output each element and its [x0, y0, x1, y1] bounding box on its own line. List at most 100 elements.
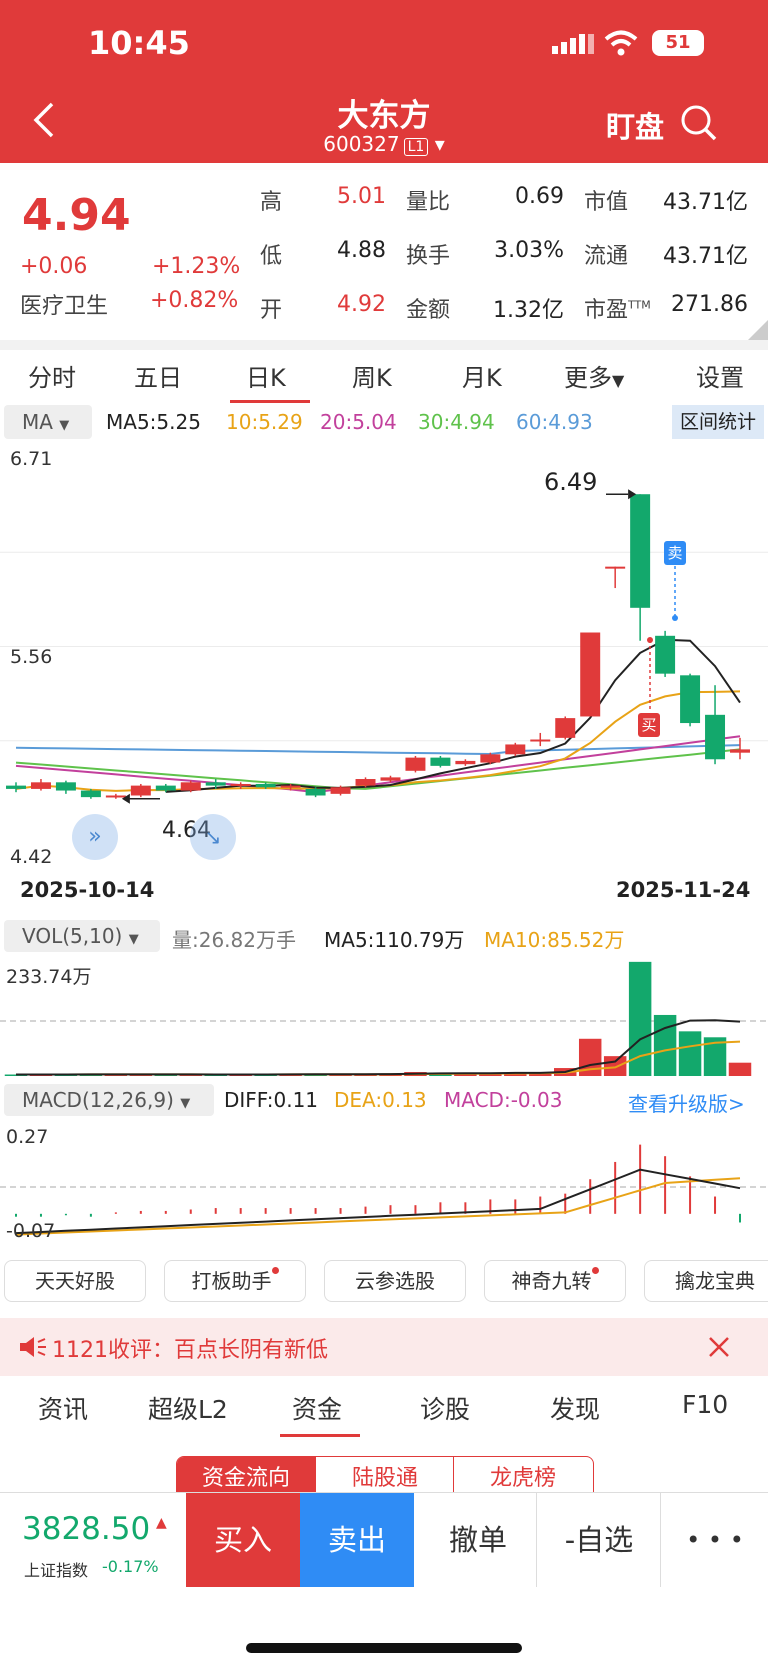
scroll-left-button[interactable]: » — [72, 814, 118, 860]
tool-cloud-picker[interactable]: 云参选股 — [324, 1260, 466, 1302]
vol-ma5: MA5:110.79万 — [324, 928, 465, 952]
volume-bar — [603, 1056, 627, 1076]
ma-selector[interactable]: MA ▼ — [4, 405, 92, 439]
macd-top-label: 0.27 — [6, 1126, 49, 1148]
kline-chart[interactable] — [0, 440, 768, 870]
tool-nine-turn[interactable]: 神奇九转 — [484, 1260, 626, 1302]
caret-down-icon: ▼ — [128, 932, 139, 947]
level-badge: L1 — [403, 138, 429, 156]
macd-diff: DIFF:0.11 — [224, 1088, 319, 1112]
candle-body — [30, 782, 51, 789]
chevron-down-icon: ▾ — [434, 132, 445, 156]
subtab-fund-flow[interactable]: 资金流向 — [177, 1457, 315, 1493]
tool-nine-turn-label: 神奇九转 — [511, 1269, 592, 1293]
volume-bar — [628, 961, 652, 1076]
upgrade-link[interactable]: 查看升级版> — [628, 1092, 745, 1116]
volume-chart[interactable] — [0, 958, 768, 1082]
zoom-button[interactable]: ↘ — [190, 814, 236, 860]
stock-code[interactable]: 600327 L1 ▾ — [0, 132, 768, 156]
candle-body — [530, 739, 551, 742]
red-dot-badge — [271, 1267, 279, 1274]
sector-name[interactable]: 医疗卫生 — [20, 294, 109, 319]
low-marker-arrowhead — [121, 793, 130, 804]
tab-monthly-k[interactable]: 月K — [462, 364, 502, 392]
sector-change-pct: +0.82% — [150, 288, 239, 313]
caret-down-icon: ▼ — [612, 371, 625, 390]
tool-limit-helper-label: 打板助手 — [191, 1269, 272, 1293]
search-icon[interactable] — [680, 104, 718, 142]
low-value: 4.88 — [337, 238, 386, 263]
buy-signal-tag[interactable]: 买 — [638, 713, 660, 737]
back-arrow-icon[interactable] — [30, 100, 60, 140]
candle-body — [730, 749, 750, 753]
tab-daily-k[interactable]: 日K — [246, 364, 286, 392]
macd-bottom-label: -0.07 — [6, 1220, 56, 1242]
corner-expand-icon[interactable] — [748, 320, 768, 340]
macd-chart[interactable] — [0, 1120, 768, 1244]
sell-button[interactable]: 卖出 — [300, 1493, 414, 1587]
active-tab-indicator — [230, 400, 310, 403]
turnover-label: 换手 — [406, 244, 451, 269]
candle-body — [680, 675, 701, 724]
interval-stats-button[interactable]: 区间统计 — [672, 405, 764, 439]
volume-bar — [703, 1037, 727, 1076]
candle-body — [55, 782, 76, 791]
caret-down-icon: ▼ — [59, 418, 70, 433]
high-marker-arrowhead — [628, 489, 637, 500]
remove-watchlist-button[interactable]: -自选 — [538, 1493, 661, 1587]
subtab-connect[interactable]: 陆股通 — [315, 1457, 454, 1493]
tab-intraday[interactable]: 分时 — [28, 364, 76, 392]
vol-selector[interactable]: VOL(5,10) ▼ — [4, 920, 160, 952]
tab-weekly-k[interactable]: 周K — [352, 364, 392, 392]
notice-bar[interactable]: 1121收评：百点长阴有新低 — [0, 1318, 768, 1376]
tab-five-day[interactable]: 五日 — [134, 364, 182, 392]
tool-dragon-guide[interactable]: 擒龙宝典 — [644, 1260, 768, 1302]
tab-more[interactable]: 更多▼ — [564, 358, 624, 393]
open-value: 4.92 — [337, 292, 386, 317]
tool-limit-helper[interactable]: 打板助手 — [164, 1260, 306, 1302]
tab-funds[interactable]: 资金 — [292, 1395, 343, 1424]
macd-selector[interactable]: MACD(12,26,9) ▼ — [4, 1084, 214, 1116]
close-icon[interactable] — [708, 1336, 730, 1358]
ma30-value: 30:4.94 — [418, 410, 495, 434]
index-value[interactable]: 3828.50 — [22, 1511, 151, 1547]
status-time: 10:45 — [88, 24, 190, 62]
vol-ratio-value: 0.69 — [515, 184, 564, 209]
code-text: 600327 — [323, 132, 400, 156]
tab-f10[interactable]: F10 — [682, 1390, 729, 1419]
float-value: 43.71亿 — [663, 244, 748, 269]
battery-icon: 51 — [652, 30, 704, 56]
fund-subtabs: 资金流向 陆股通 龙虎榜 — [176, 1456, 594, 1493]
more-menu-button[interactable]: • • • — [686, 1526, 744, 1554]
tab-diagnosis[interactable]: 诊股 — [420, 1395, 471, 1424]
open-label: 开 — [260, 298, 283, 323]
ma60-value: 60:4.93 — [516, 410, 593, 434]
macd-value: MACD:-0.03 — [444, 1088, 563, 1112]
mcap-value: 43.71亿 — [663, 190, 748, 215]
vol-ratio-label: 量比 — [406, 190, 451, 215]
volume-bar — [454, 1074, 477, 1076]
candle-body — [255, 783, 276, 788]
end-date: 2025-11-24 — [616, 878, 751, 902]
volume-bar — [479, 1073, 502, 1076]
tab-discover[interactable]: 发现 — [550, 1395, 601, 1424]
tab-super-l2[interactable]: 超级L2 — [148, 1395, 228, 1424]
sell-signal-tag[interactable]: 卖 — [664, 541, 686, 565]
volume-bar — [653, 1014, 677, 1076]
subtab-dragon-tiger[interactable]: 龙虎榜 — [453, 1457, 592, 1493]
vol-max-label: 233.74万 — [6, 966, 92, 988]
high-marker-label: 6.49 — [544, 468, 598, 496]
cancel-order-button[interactable]: 撤单 — [420, 1493, 537, 1587]
candle-body — [105, 795, 126, 798]
candle-body — [580, 632, 601, 717]
tab-settings[interactable]: 设置 — [696, 364, 744, 392]
watch-button[interactable]: 盯盘 — [606, 110, 665, 144]
pe-label-text: 市盈 — [584, 298, 629, 323]
buy-button[interactable]: 买入 — [186, 1493, 300, 1587]
volume-bar — [728, 1062, 752, 1076]
cellular-signal-icon — [552, 34, 594, 54]
volume-bar — [4, 1074, 28, 1076]
tool-daily-picks[interactable]: 天天好股 — [4, 1260, 146, 1302]
candle-body — [155, 785, 176, 791]
tab-news[interactable]: 资讯 — [38, 1395, 89, 1424]
